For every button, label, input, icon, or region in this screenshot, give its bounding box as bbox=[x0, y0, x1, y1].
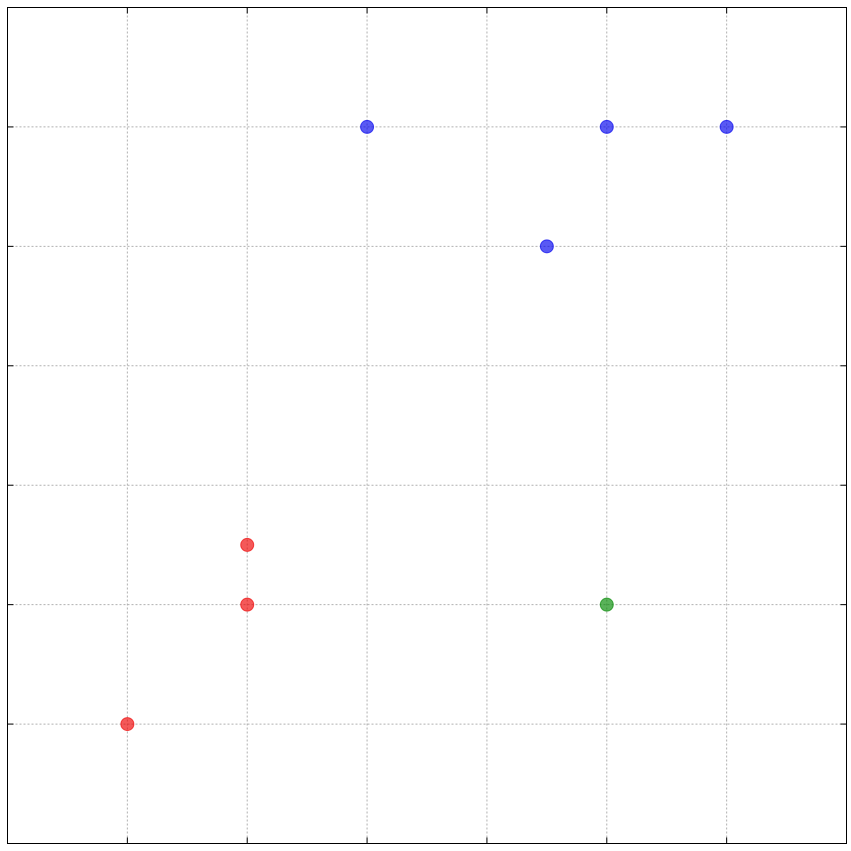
scatter-point-red bbox=[121, 718, 134, 731]
scatter-point-blue bbox=[361, 120, 374, 133]
scatter-point-green bbox=[600, 598, 613, 611]
tick-layer bbox=[8, 8, 847, 844]
scatter-point-blue bbox=[600, 120, 613, 133]
scatter-point-blue bbox=[720, 120, 733, 133]
point-layer bbox=[121, 120, 733, 730]
grid-layer bbox=[8, 8, 847, 844]
scatter-point-red bbox=[241, 538, 254, 551]
scatter-point-blue bbox=[540, 240, 553, 253]
plot-frame bbox=[8, 8, 847, 844]
scatter-point-red bbox=[241, 598, 254, 611]
